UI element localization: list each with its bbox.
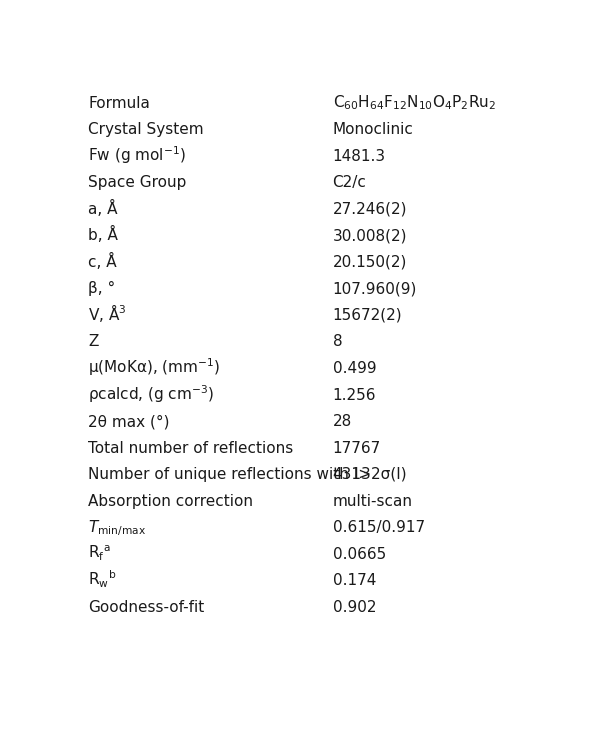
Text: 27.246(2): 27.246(2)	[333, 202, 407, 217]
Text: Number of unique reflections with I>2σ(I): Number of unique reflections with I>2σ(I…	[88, 467, 407, 482]
Text: 0.0665: 0.0665	[333, 547, 386, 561]
Text: a, Å: a, Å	[88, 200, 118, 217]
Text: R$\mathregular{_f}$$\mathregular{^a}$: R$\mathregular{_f}$$\mathregular{^a}$	[88, 544, 111, 564]
Text: 4313: 4313	[333, 467, 371, 482]
Text: 107.960(9): 107.960(9)	[333, 281, 417, 296]
Text: b, Å: b, Å	[88, 226, 118, 243]
Text: Total number of reflections: Total number of reflections	[88, 441, 293, 456]
Text: 30.008(2): 30.008(2)	[333, 229, 407, 243]
Text: 0.174: 0.174	[333, 573, 376, 588]
Text: Absorption correction: Absorption correction	[88, 493, 253, 509]
Text: μ(MoKα), (mm$\mathregular{^{-1}}$): μ(MoKα), (mm$\mathregular{^{-1}}$)	[88, 356, 221, 378]
Text: 20.150(2): 20.150(2)	[333, 255, 407, 270]
Text: Z: Z	[88, 334, 99, 350]
Text: Goodness-of-fit: Goodness-of-fit	[88, 600, 205, 615]
Text: multi-scan: multi-scan	[333, 493, 412, 509]
Text: Crystal System: Crystal System	[88, 122, 204, 137]
Text: c, Å: c, Å	[88, 253, 117, 270]
Text: β, °: β, °	[88, 281, 115, 296]
Text: 0.902: 0.902	[333, 600, 376, 615]
Text: $\mathregular{C_{60}H_{64}F_{12}N_{10}O_{4}P_{2}Ru_{2}}$: $\mathregular{C_{60}H_{64}F_{12}N_{10}O_…	[333, 94, 496, 112]
Text: ρcalcd, (g cm$\mathregular{^{-3}}$): ρcalcd, (g cm$\mathregular{^{-3}}$)	[88, 383, 214, 405]
Text: R$\mathregular{_w}$$\mathregular{^b}$: R$\mathregular{_w}$$\mathregular{^b}$	[88, 569, 117, 590]
Text: Space Group: Space Group	[88, 175, 187, 191]
Text: 1.256: 1.256	[333, 388, 376, 402]
Text: 28: 28	[333, 414, 352, 429]
Text: 1481.3: 1481.3	[333, 149, 386, 163]
Text: Formula: Formula	[88, 96, 150, 111]
Text: 0.615/0.917: 0.615/0.917	[333, 520, 425, 535]
Text: V, Å$\mathregular{^{3}}$: V, Å$\mathregular{^{3}}$	[88, 302, 127, 324]
Text: 17767: 17767	[333, 441, 381, 456]
Text: 0.499: 0.499	[333, 361, 376, 376]
Text: 2θ max (°): 2θ max (°)	[88, 414, 170, 429]
Text: Fw (g mol$\mathregular{^{-1}}$): Fw (g mol$\mathregular{^{-1}}$)	[88, 144, 186, 166]
Text: 8: 8	[333, 334, 342, 350]
Text: 15672(2): 15672(2)	[333, 308, 402, 323]
Text: Monoclinic: Monoclinic	[333, 122, 414, 137]
Text: $\mathit{T}$$\mathregular{_{min/max}}$: $\mathit{T}$$\mathregular{_{min/max}}$	[88, 517, 146, 538]
Text: C2/c: C2/c	[333, 175, 367, 191]
